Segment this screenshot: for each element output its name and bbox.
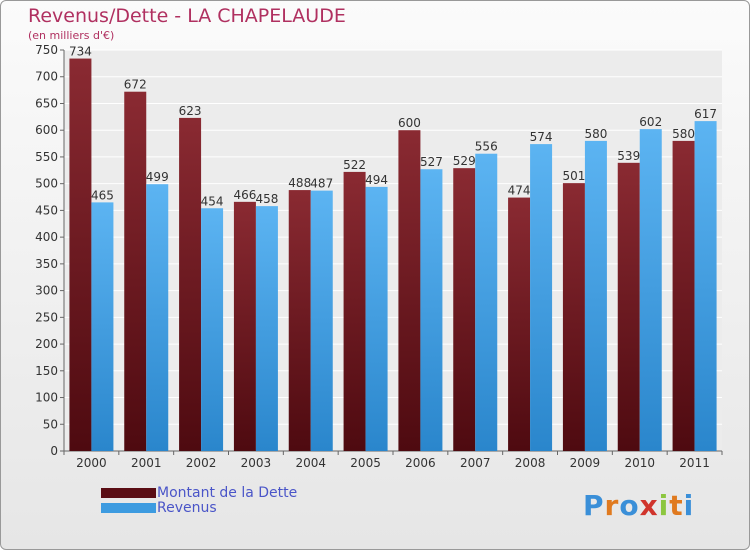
legend-item-revenue: Revenus <box>101 500 297 516</box>
legend-swatch-revenue <box>101 503 156 513</box>
data-label-debt: 501 <box>562 169 585 183</box>
bar-revenue <box>530 144 553 452</box>
data-label-revenue: 494 <box>365 173 388 187</box>
x-tick-label: 2004 <box>295 456 326 470</box>
brand-letter: t <box>669 489 684 522</box>
bar-debt <box>672 140 695 452</box>
x-tick-label: 2011 <box>679 456 710 470</box>
y-tick-label: 150 <box>35 364 58 378</box>
bar-debt <box>69 58 92 452</box>
bar-revenue <box>146 184 169 451</box>
bar-debt <box>508 197 531 451</box>
brand-letter: P <box>583 489 605 522</box>
data-label-revenue: 602 <box>639 115 662 129</box>
y-tick-label: 450 <box>35 203 58 217</box>
legend-swatch-debt <box>101 488 156 498</box>
data-label-revenue: 556 <box>475 140 498 154</box>
data-label-revenue: 458 <box>255 192 278 206</box>
bar-debt <box>343 171 366 452</box>
x-tick-label: 2010 <box>624 456 655 470</box>
data-label-debt: 488 <box>288 176 311 190</box>
x-tick-label: 2006 <box>405 456 436 470</box>
brand-letter: i <box>658 489 670 522</box>
y-tick-label: 600 <box>35 123 58 137</box>
x-tick-label: 2000 <box>76 456 107 470</box>
y-tick-label: 400 <box>35 230 58 244</box>
x-tick-label: 2002 <box>186 456 217 470</box>
legend-label-debt: Montant de la Dette <box>157 485 298 501</box>
data-label-debt: 672 <box>124 78 147 92</box>
bar-revenue <box>694 121 717 452</box>
brand-letter: i <box>683 489 695 522</box>
bar-debt <box>179 117 202 452</box>
data-label-revenue: 617 <box>694 107 717 121</box>
data-label-revenue: 580 <box>584 127 607 141</box>
x-tick-label: 2005 <box>350 456 381 470</box>
bar-revenue <box>91 202 114 451</box>
data-label-revenue: 465 <box>91 188 114 202</box>
y-tick-label: 500 <box>35 177 58 191</box>
bar-revenue <box>584 140 607 452</box>
bar-debt <box>453 168 476 452</box>
legend-item-debt: Montant de la Dette <box>101 485 298 501</box>
data-label-debt: 474 <box>508 184 531 198</box>
chart-title: Revenus/Dette - LA CHAPELAUDE <box>28 5 346 27</box>
x-tick-label: 2008 <box>515 456 546 470</box>
data-label-debt: 623 <box>179 104 202 118</box>
data-label-debt: 600 <box>398 116 421 130</box>
brand-letter: r <box>604 489 620 522</box>
bar-debt <box>124 91 147 451</box>
y-tick-label: 650 <box>35 96 58 110</box>
y-tick-label: 300 <box>35 284 58 298</box>
data-label-revenue: 487 <box>310 177 333 191</box>
data-label-revenue: 454 <box>201 194 224 208</box>
data-label-debt: 522 <box>343 158 366 172</box>
bar-revenue <box>420 169 443 452</box>
data-label-revenue: 574 <box>530 130 553 144</box>
bar-debt <box>562 183 585 451</box>
x-tick-label: 2003 <box>241 456 272 470</box>
bar-debt <box>617 162 640 451</box>
x-tick-label: 2009 <box>570 456 601 470</box>
data-label-debt: 529 <box>453 154 476 168</box>
bar-revenue <box>475 153 498 451</box>
legend-label-revenue: Revenus <box>157 500 217 516</box>
brand-letter: o <box>619 489 640 522</box>
y-tick-label: 350 <box>35 257 58 271</box>
plot-area <box>64 50 722 451</box>
chart-units: (en milliers d'€) <box>28 29 115 42</box>
chart-legend: Montant de la Dette Revenus <box>101 485 298 516</box>
data-label-revenue: 527 <box>420 155 443 169</box>
bar-revenue <box>201 208 224 451</box>
x-tick-label: 2001 <box>131 456 162 470</box>
y-tick-label: 0 <box>50 444 58 458</box>
y-tick-label: 700 <box>35 70 58 84</box>
bar-revenue <box>310 190 333 451</box>
x-tick-label: 2007 <box>460 456 491 470</box>
y-tick-label: 250 <box>35 310 58 324</box>
data-label-debt: 466 <box>233 188 256 202</box>
bar-revenue <box>255 206 278 451</box>
data-label-revenue: 499 <box>146 170 169 184</box>
bar-debt <box>288 190 311 451</box>
data-label-debt: 734 <box>69 45 92 59</box>
bar-debt <box>398 130 421 451</box>
y-tick-label: 550 <box>35 150 58 164</box>
y-tick-label: 750 <box>35 43 58 57</box>
data-label-debt: 580 <box>672 127 695 141</box>
y-tick-label: 50 <box>43 417 58 431</box>
data-label-debt: 539 <box>617 149 640 163</box>
y-tick-label: 100 <box>35 391 58 405</box>
proxiti-logo: Proxiti <box>583 489 694 522</box>
bar-revenue <box>365 186 388 451</box>
bar-revenue <box>639 129 662 451</box>
bar-debt <box>233 201 256 451</box>
y-tick-label: 200 <box>35 337 58 351</box>
brand-letter: x <box>639 489 659 522</box>
